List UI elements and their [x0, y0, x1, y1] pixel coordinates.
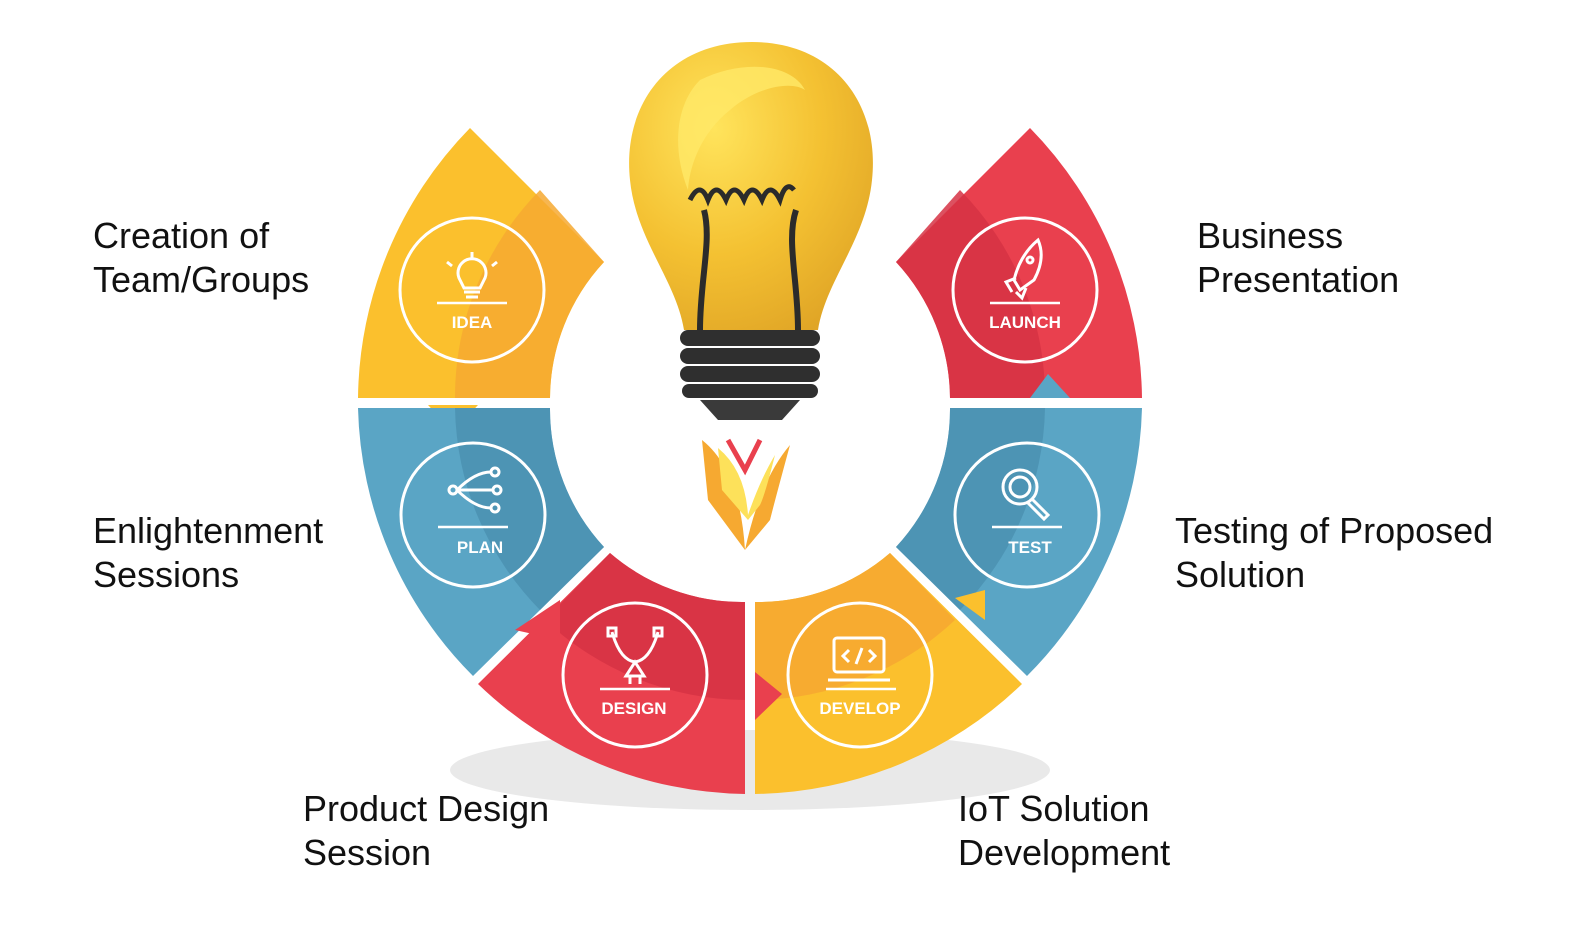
badge-develop: DEVELOP: [786, 601, 934, 749]
badge-idea: IDEA: [398, 216, 546, 364]
segment-idea[interactable]: [358, 128, 604, 432]
badge-label-test: TEST: [1008, 538, 1052, 557]
caption-test-line-2: Solution: [1175, 554, 1306, 595]
caption-launch-line-1: Business: [1197, 215, 1344, 256]
caption-idea-line-2: Team/Groups: [93, 259, 310, 300]
lightbulb-rocket-icon: [629, 42, 873, 550]
caption-develop-line-2: Development: [958, 832, 1171, 873]
lightbulb-icon: [446, 252, 498, 299]
caption-design-line-2: Session: [303, 832, 432, 873]
pen-tool-icon: [606, 626, 664, 684]
caption-develop-line-1: IoT Solution: [958, 788, 1150, 829]
caption-develop: IoT Solution Development: [958, 787, 1170, 875]
badge-plan: PLAN: [399, 441, 547, 589]
badge-label-plan: PLAN: [457, 538, 503, 557]
caption-design: Product Design Session: [303, 787, 549, 875]
caption-idea: Creation of Team/Groups: [93, 214, 309, 302]
badge-design: DESIGN: [561, 601, 709, 749]
caption-design-line-1: Product Design: [303, 788, 550, 829]
rocket-icon: [1003, 237, 1043, 301]
segment-plan[interactable]: [358, 408, 604, 676]
badge-test: TEST: [953, 441, 1101, 589]
code-monitor-icon: [828, 636, 890, 682]
magnifier-icon: [1001, 468, 1051, 522]
caption-plan-line-2: Sessions: [93, 554, 240, 595]
caption-plan-line-1: Enlightenment: [93, 510, 324, 551]
badge-label-design: DESIGN: [601, 699, 666, 718]
segment-test[interactable]: [896, 408, 1142, 676]
badge-label-idea: IDEA: [452, 313, 493, 332]
badge-label-develop: DEVELOP: [819, 699, 900, 718]
caption-launch: Business Presentation: [1197, 214, 1399, 302]
caption-test-line-1: Testing of Proposed: [1175, 510, 1494, 551]
caption-launch-line-2: Presentation: [1197, 259, 1400, 300]
branching-arrows-icon: [447, 466, 503, 514]
caption-plan: Enlightenment Sessions: [93, 509, 323, 597]
caption-test: Testing of Proposed Solution: [1175, 509, 1493, 597]
badge-launch: LAUNCH: [951, 216, 1099, 364]
caption-idea-line-1: Creation of: [93, 215, 270, 256]
badge-label-launch: LAUNCH: [989, 313, 1061, 332]
